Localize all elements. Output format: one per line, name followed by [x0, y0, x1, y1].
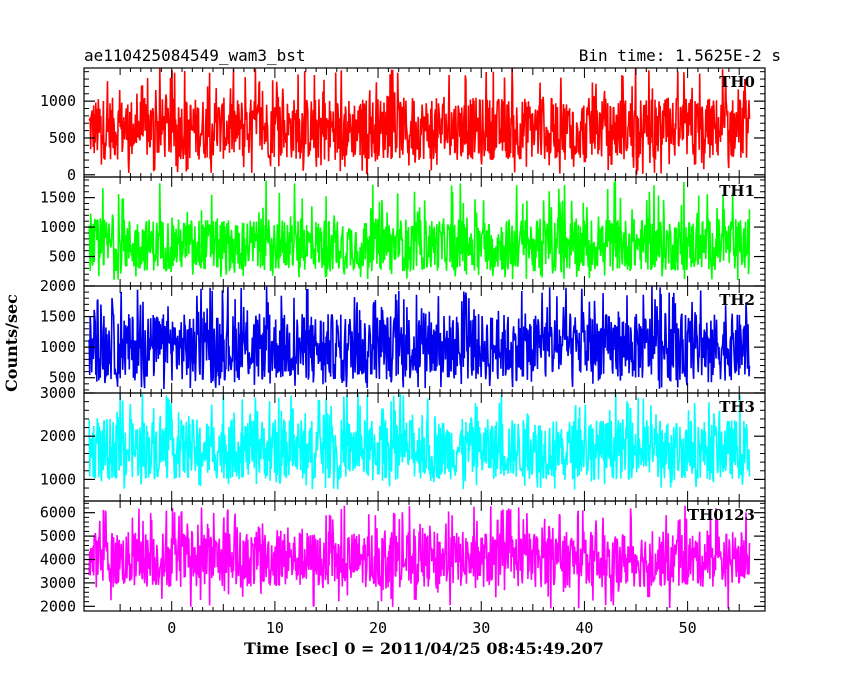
- y-tick-label: 500: [49, 248, 76, 266]
- panel-th3: 1000 2000 3000 TH3: [40, 384, 766, 502]
- x-tick-label: 10: [266, 619, 284, 637]
- panel-name-th0123: TH0123: [688, 506, 755, 524]
- y-tick-label: 500: [49, 369, 76, 387]
- x-axis-label: Time [sec] 0 = 2011/04/25 08:45:49.207: [244, 639, 604, 658]
- y-tick-label: 1000: [40, 338, 76, 356]
- panel-th0: 0 500 1000 TH0: [40, 67, 766, 184]
- y-tick-label: 1000: [40, 92, 76, 110]
- panel-th1: 500 1000 1500 TH1: [40, 176, 766, 287]
- series-th1: [88, 179, 751, 281]
- y-tick-label: 1000: [40, 470, 76, 488]
- y-tick-label: 2000: [40, 277, 76, 295]
- y-axis-label: Counts/sec: [2, 294, 21, 392]
- series-th0: [88, 68, 751, 175]
- y-tick-label: 1500: [40, 189, 76, 207]
- series-th0123: [88, 505, 751, 609]
- y-tick-label: 6000: [40, 504, 76, 522]
- panel-th2: 500 1000 1500 2000 TH2: [40, 277, 766, 394]
- y-tick-label: 1000: [40, 218, 76, 236]
- panel-name-th0: TH0: [719, 73, 755, 91]
- series-th2: [88, 285, 751, 390]
- series-th3: [88, 393, 751, 490]
- x-axis: 0 10 20 30 40 50: [167, 619, 696, 637]
- chart-title: ae110425084549_wam3_bst: [84, 46, 306, 65]
- bin-time-label: Bin time: 1.5625E-2 s: [579, 46, 781, 65]
- y-tick-label: 3000: [40, 384, 76, 402]
- panel-name-th2: TH2: [719, 291, 755, 309]
- y-tick-label: 0: [67, 166, 76, 184]
- panel-th0123: 2000 3000 4000 5000 6000 TH0123: [40, 500, 766, 615]
- y-tick-label: 2000: [40, 597, 76, 615]
- x-tick-label: 40: [575, 619, 593, 637]
- y-tick-label: 1500: [40, 308, 76, 326]
- panel-frame: [83, 500, 766, 612]
- x-tick-label: 30: [472, 619, 490, 637]
- x-tick-label: 0: [167, 619, 176, 637]
- y-tick-label: 4000: [40, 551, 76, 569]
- panel-name-th3: TH3: [719, 398, 755, 416]
- panels-group: 0 500 1000 TH0 500 1000 1500 TH1 500 1000 1500 2000…: [40, 67, 766, 615]
- x-tick-label: 50: [679, 619, 697, 637]
- y-tick-label: 5000: [40, 527, 76, 545]
- y-tick-label: 3000: [40, 574, 76, 592]
- x-tick-label: 20: [369, 619, 387, 637]
- y-tick-label: 500: [49, 129, 76, 147]
- y-tick-label: 2000: [40, 427, 76, 445]
- panel-name-th1: TH1: [719, 182, 755, 200]
